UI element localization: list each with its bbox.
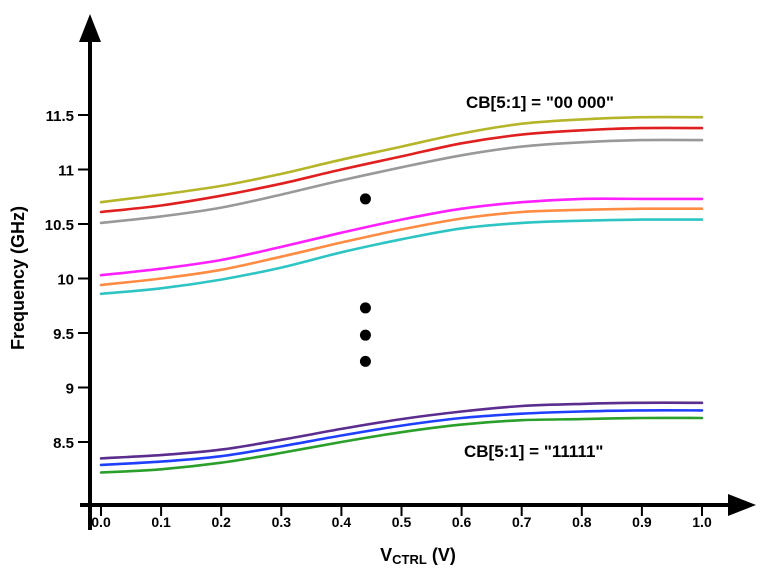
x-axis-arrow-icon: [728, 494, 756, 516]
y-axis-label: Frequency (GHz): [8, 206, 28, 350]
series-line-1: [99, 115, 704, 204]
series-line-9: [99, 416, 704, 474]
x-axis-label: VCTRL (V): [380, 545, 456, 567]
ellipsis-dot: [359, 193, 371, 205]
x-tick-label: 0.9: [632, 514, 652, 530]
x-axis-label-unit: (V): [427, 545, 456, 565]
x-tick-label: 1.0: [692, 514, 712, 530]
y-axis-arrow-icon: [79, 14, 101, 42]
x-tick-group: 0.0 0.1 0.2 0.3 0.4 0.5 0.6 0.7 0.8 0.9 1.0: [91, 505, 712, 530]
ellipsis-dots-group: [359, 193, 371, 367]
y-tick-group: 8.5 9 9.5 10 10.5 11 11.5: [45, 108, 90, 452]
x-tick-label: 0.4: [332, 514, 352, 530]
x-tick-label: 0.2: [211, 514, 231, 530]
x-axis-label-subscript: CTRL: [392, 552, 427, 567]
series-line-2: [99, 126, 704, 214]
x-tick-label: 0.3: [272, 514, 292, 530]
x-tick-label: 0.7: [512, 514, 532, 530]
series-line-4: [99, 197, 704, 277]
series-line-6: [99, 218, 704, 296]
x-tick-label: 0.0: [91, 514, 111, 530]
ellipsis-dot: [359, 355, 371, 367]
series-line-8: [99, 409, 704, 467]
y-tick-label: 10: [57, 272, 74, 289]
y-tick-label: 11.5: [46, 108, 74, 125]
y-tick-label: 8.5: [53, 435, 74, 452]
x-axis-label-main: V: [380, 545, 392, 565]
annotation-bottom: CB[5:1] = "11111": [464, 442, 603, 461]
x-tick-label: 0.1: [151, 514, 171, 530]
x-tick-label: 0.6: [452, 514, 472, 530]
annotation-top: CB[5:1] = "00 000": [466, 93, 614, 112]
x-tick-label: 0.8: [572, 514, 592, 530]
series-line-5: [99, 207, 704, 287]
y-tick-label: 9.5: [53, 326, 74, 343]
y-tick-label: 9: [66, 381, 74, 398]
ellipsis-dot: [359, 329, 371, 341]
y-tick-label: 11: [58, 163, 74, 180]
series-line-7: [99, 401, 704, 460]
x-tick-label: 0.5: [392, 514, 412, 530]
y-tick-label: 10.5: [45, 217, 74, 234]
ellipsis-dot: [359, 302, 371, 314]
series-group: [99, 115, 704, 474]
series-line-3: [99, 138, 704, 225]
